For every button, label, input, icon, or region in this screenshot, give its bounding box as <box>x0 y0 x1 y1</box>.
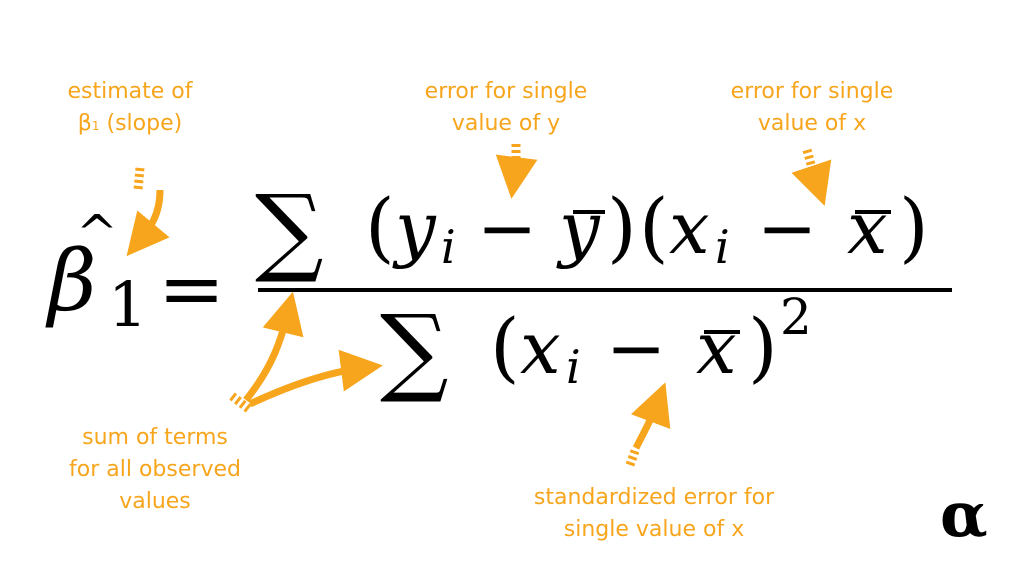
paren-close-1: ) <box>607 182 637 271</box>
fraction-bar <box>258 288 952 292</box>
num-ybar: y <box>559 186 600 270</box>
num-x: x <box>669 186 710 270</box>
beta-symbol: β <box>48 232 97 330</box>
sum-line2: for all observed <box>69 457 241 482</box>
den-xbar: x <box>696 306 737 390</box>
arrow-error-x <box>791 148 832 206</box>
std-line2: single value of x <box>563 517 745 542</box>
error-x-line1: error for single <box>730 79 894 104</box>
sum-line3: values <box>119 489 191 514</box>
formula-denominator: ∑ ( x i − x ) 2 <box>380 288 850 410</box>
error-x-line2: value of x <box>757 111 867 136</box>
beta-hat: ^ <box>76 204 118 262</box>
denominator-sum: ∑ <box>380 294 449 406</box>
formula-numerator: ∑ ( y i − y ) ( x i − x ) <box>255 174 955 290</box>
num-xbar: x <box>847 186 888 270</box>
paren-open-3: ( <box>490 302 520 391</box>
den-x: x <box>520 306 561 390</box>
minus-1: − <box>477 186 538 270</box>
arrow-standardized <box>625 382 671 467</box>
paren-close-3: ) <box>748 302 778 391</box>
alpha-logo: α <box>940 478 988 551</box>
arrow-estimate <box>126 167 170 257</box>
estimate-beta: β <box>77 111 92 136</box>
num-i2: i <box>715 220 730 274</box>
beta-subscript: 1 <box>108 268 148 341</box>
equals-sign: = <box>158 242 226 335</box>
std-line1: standardized error for <box>533 485 775 510</box>
estimate-line1: estimate of <box>67 79 193 104</box>
annotation-error-x: error for single value of x <box>702 76 922 140</box>
paren-close-2: ) <box>899 182 929 271</box>
sum-line1: sum of terms <box>82 425 228 450</box>
xbar-bar-den <box>704 330 740 334</box>
num-y: y <box>395 186 436 270</box>
paren-open-2: ( <box>639 182 669 271</box>
annotation-sum: sum of terms for all observed values <box>40 422 270 518</box>
numerator-sum: ∑ <box>255 174 324 286</box>
annotation-estimate: estimate of β1 (slope) <box>50 76 210 142</box>
paren-open-1: ( <box>365 182 395 271</box>
num-i1: i <box>441 220 456 274</box>
ybar-bar <box>573 210 605 214</box>
xbar-bar-num <box>855 210 891 214</box>
arrow-error-y <box>495 144 538 199</box>
estimate-line2: β1 (slope) <box>50 108 210 142</box>
minus-3: − <box>606 306 667 390</box>
formula-lhs: β ^ 1 = <box>48 204 288 352</box>
error-y-line2: value of y <box>451 111 561 136</box>
error-y-line1: error for single <box>424 79 588 104</box>
den-i: i <box>566 340 581 394</box>
den-power: 2 <box>780 288 812 346</box>
minus-2: − <box>757 186 818 270</box>
arrow-sum <box>229 291 383 414</box>
estimate-subscript: 1 <box>91 119 100 133</box>
estimate-slope: (slope) <box>106 111 183 136</box>
annotation-standardized: standardized error for single value of x <box>494 482 814 546</box>
annotation-error-y: error for single value of y <box>396 76 616 140</box>
